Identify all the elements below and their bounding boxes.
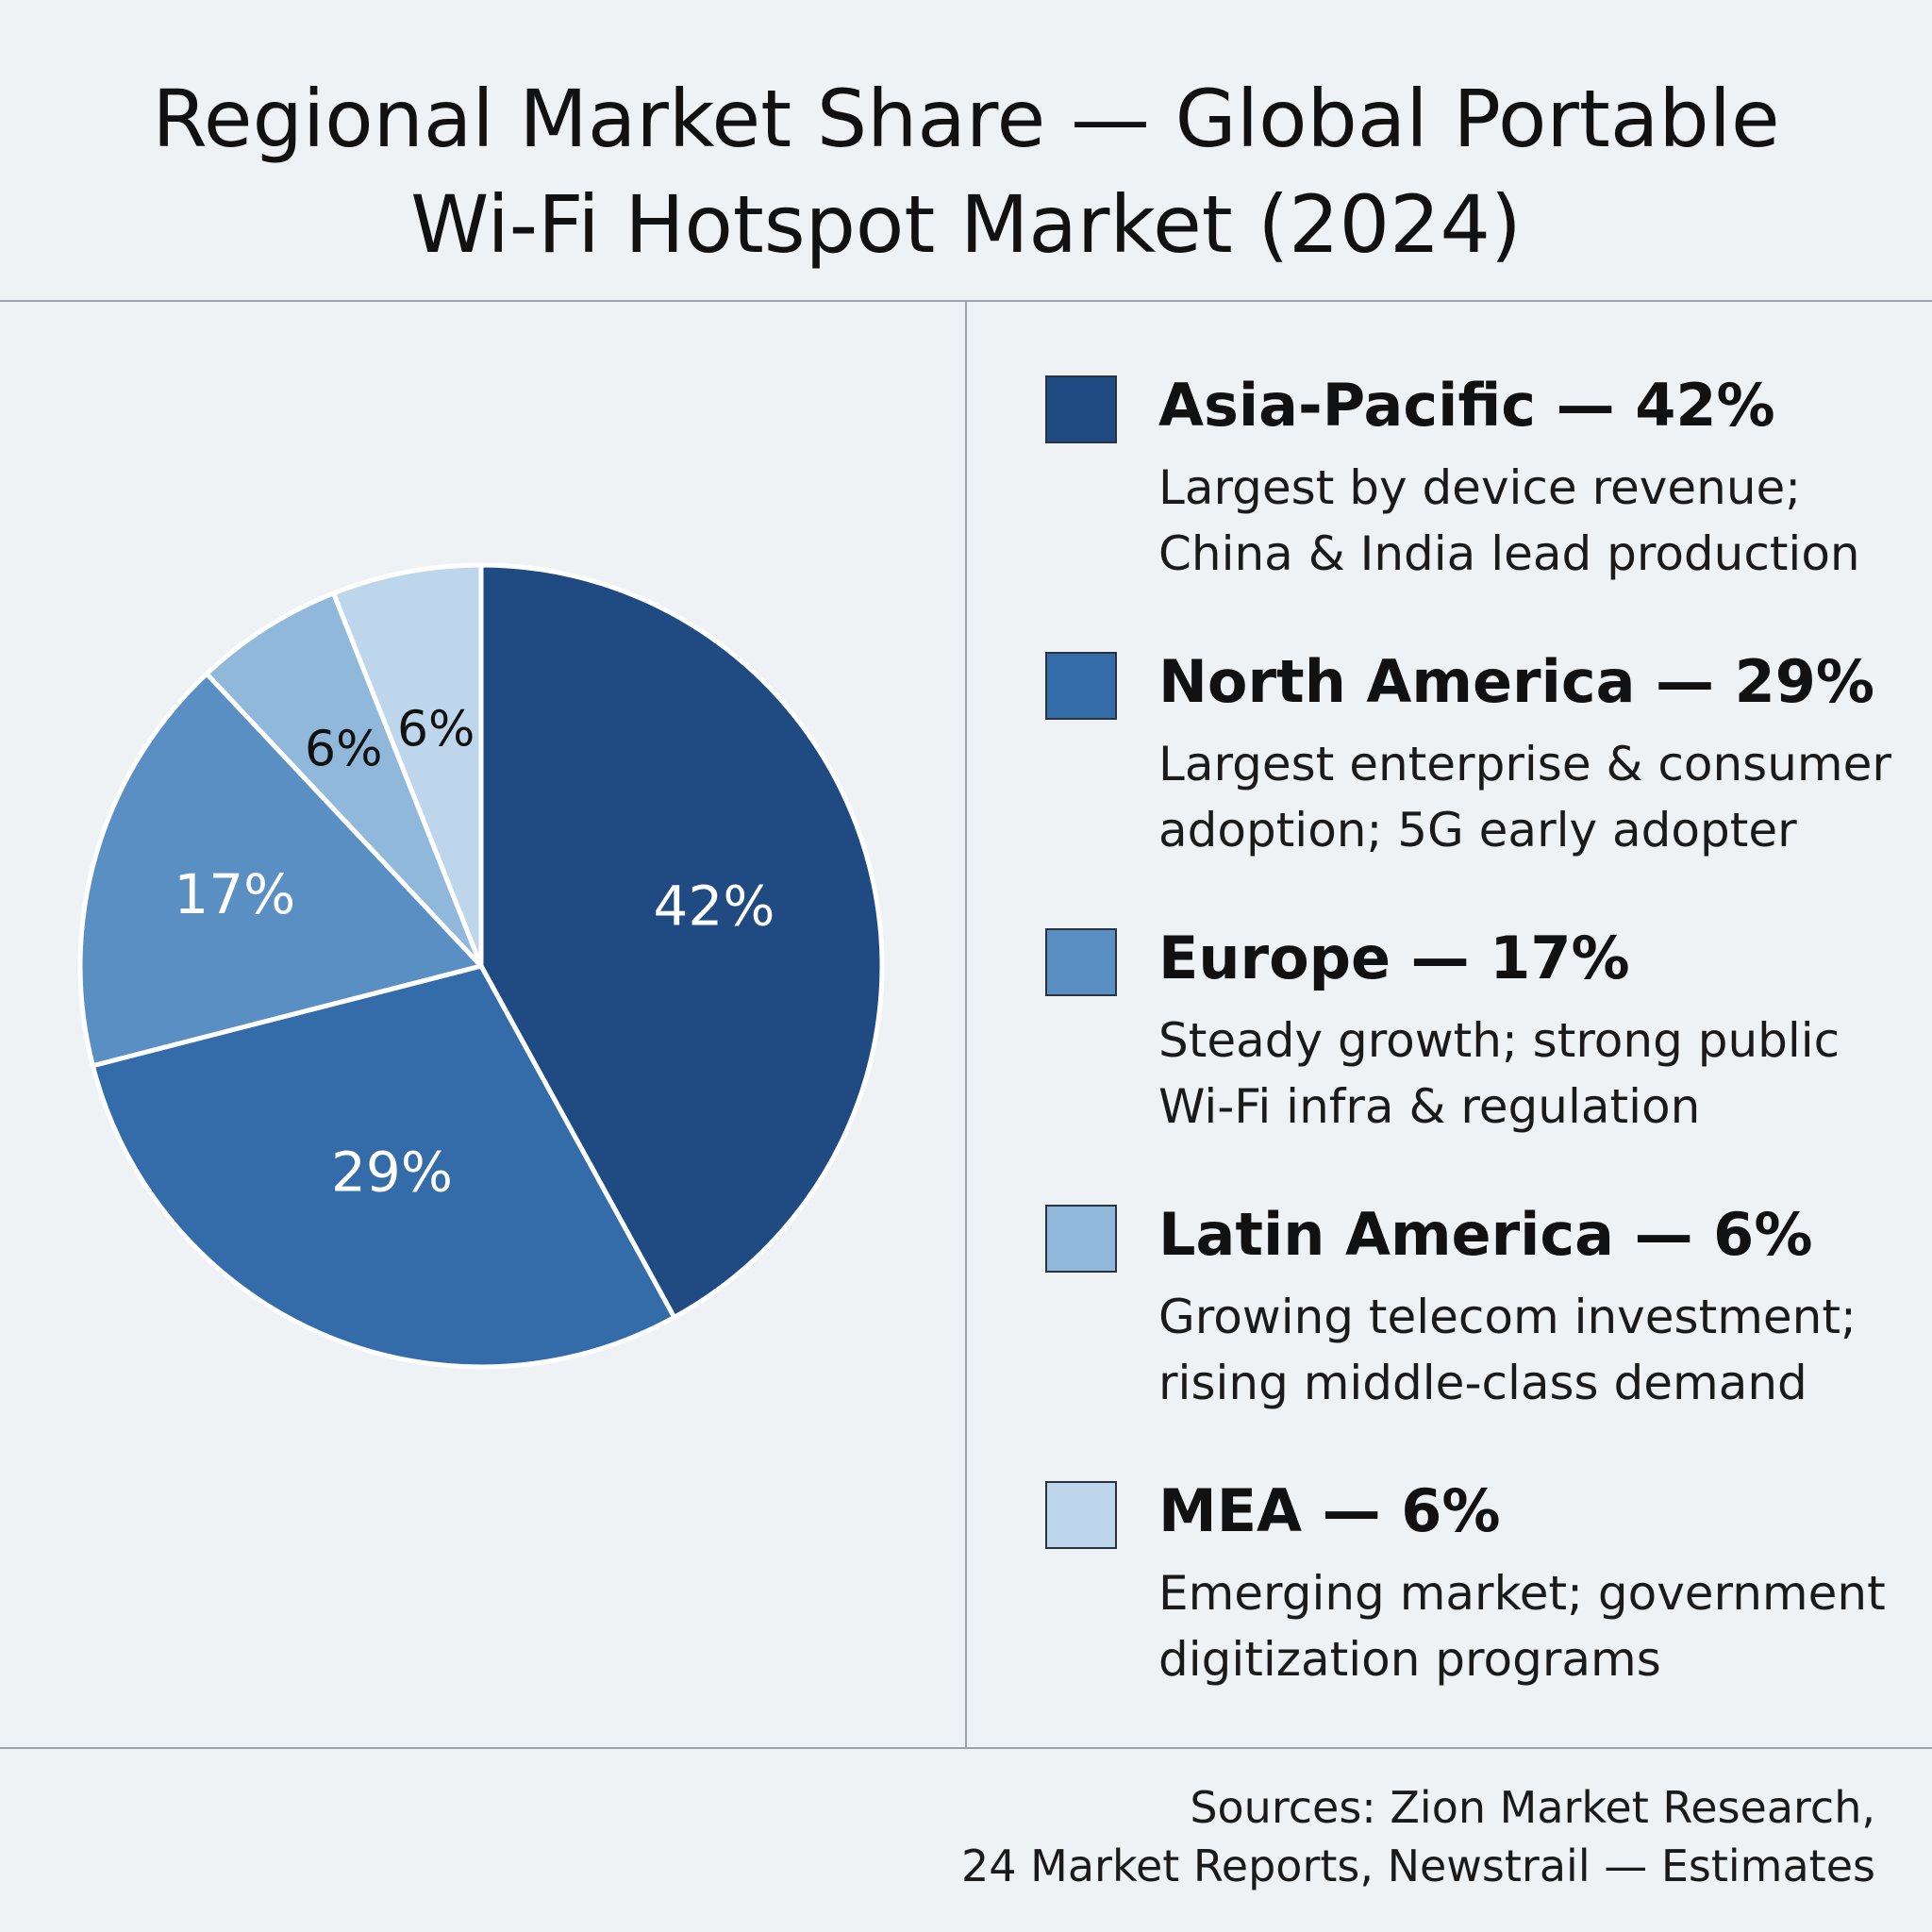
- legend-description-line: adoption; 5G early adopter: [1158, 803, 1797, 858]
- bottom-divider: [0, 1747, 1932, 1749]
- pie-slice-europe: [77, 671, 484, 1069]
- legend-swatch-north-america: [1045, 652, 1117, 720]
- legend: Asia-Pacific — 42% Largest by device rev…: [1045, 368, 1894, 1750]
- legend-title-mea: MEA — 6%: [1158, 1476, 1501, 1545]
- pie-label-europe: 17%: [174, 862, 295, 926]
- legend-title-europe: Europe — 17%: [1158, 924, 1630, 992]
- legend-description-asia-pacific: Largest by device revenue; China & India…: [1158, 455, 1913, 587]
- sources-line-2: 24 Market Reports, Newstrail — Estimates: [961, 1840, 1875, 1891]
- pie-slice-latin-america: [204, 591, 484, 969]
- legend-item-europe: Europe — 17% Steady growth; strong publi…: [1045, 921, 1894, 1197]
- legend-description-line: Emerging market; government: [1158, 1566, 1886, 1621]
- legend-item-latin-america: Latin America — 6% Growing telecom inves…: [1045, 1197, 1894, 1474]
- sources-note: Sources: Zion Market Research, 24 Market…: [961, 1778, 1875, 1895]
- legend-description-line: Growing telecom investment;: [1158, 1290, 1857, 1344]
- pie-chart: 42% 29% 17% 6% 6%: [77, 562, 885, 1370]
- pie-label-north-america: 29%: [331, 1140, 453, 1204]
- legend-description-line: Largest enterprise & consumer: [1158, 737, 1891, 791]
- legend-description-europe: Steady growth; strong public Wi-Fi infra…: [1158, 1008, 1913, 1140]
- chart-title-line-2: Wi-Fi Hotspot Market (2024): [410, 178, 1522, 271]
- legend-description-line: digitization programs: [1158, 1632, 1661, 1687]
- pie-slice-mea: [331, 562, 484, 969]
- chart-title-line-1: Regional Market Share — Global Portable: [152, 73, 1780, 165]
- legend-description-mea: Emerging market; government digitization…: [1158, 1560, 1913, 1692]
- legend-description-line: Largest by device revenue;: [1158, 460, 1802, 515]
- pie-slice-asia-pacific: [478, 562, 885, 1320]
- legend-title-north-america: North America — 29%: [1158, 647, 1875, 716]
- legend-item-asia-pacific: Asia-Pacific — 42% Largest by device rev…: [1045, 368, 1894, 644]
- pie-label-latin-america: 6%: [305, 721, 383, 777]
- legend-description-north-america: Largest enterprise & consumer adoption; …: [1158, 731, 1913, 863]
- pie-label-mea: 6%: [397, 702, 475, 758]
- legend-title-asia-pacific: Asia-Pacific — 42%: [1158, 371, 1775, 440]
- legend-swatch-mea: [1045, 1481, 1117, 1549]
- legend-description-line: Steady growth; strong public: [1158, 1013, 1840, 1068]
- center-divider: [965, 301, 967, 1747]
- legend-swatch-latin-america: [1045, 1205, 1117, 1273]
- sources-line-1: Sources: Zion Market Research,: [1190, 1782, 1875, 1833]
- legend-description-latin-america: Growing telecom investment; rising middl…: [1158, 1284, 1913, 1416]
- pie-label-asia-pacific: 42%: [654, 874, 775, 939]
- legend-item-north-america: North America — 29% Largest enterprise &…: [1045, 644, 1894, 921]
- legend-description-line: China & India lead production: [1158, 526, 1860, 581]
- chart-title: Regional Market Share — Global Portable …: [0, 66, 1932, 277]
- legend-item-mea: MEA — 6% Emerging market; government dig…: [1045, 1474, 1894, 1750]
- legend-swatch-europe: [1045, 928, 1117, 996]
- legend-title-latin-america: Latin America — 6%: [1158, 1200, 1813, 1269]
- legend-description-line: rising middle-class demand: [1158, 1356, 1807, 1410]
- legend-description-line: Wi-Fi infra & regulation: [1158, 1079, 1701, 1134]
- legend-swatch-asia-pacific: [1045, 375, 1117, 443]
- pie-slice-north-america: [90, 963, 677, 1370]
